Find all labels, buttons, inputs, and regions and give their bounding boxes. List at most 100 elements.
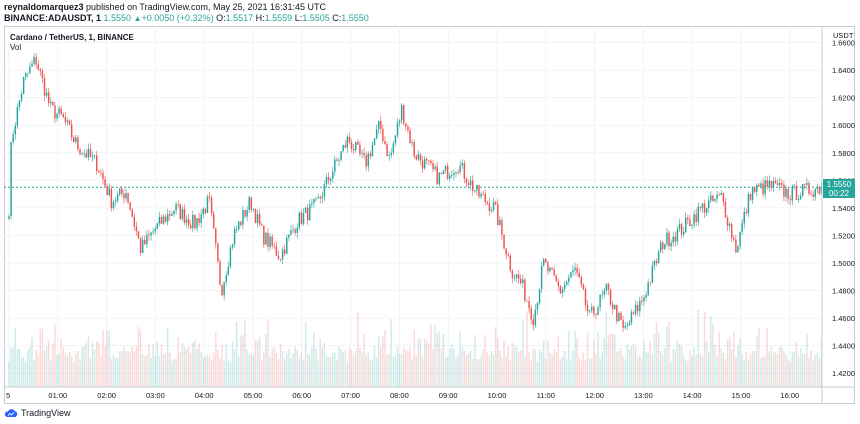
volume-bar <box>733 330 735 387</box>
candle-body <box>14 125 16 135</box>
candle-body <box>710 195 712 201</box>
volume-bar <box>664 348 666 387</box>
candle-body <box>150 232 152 236</box>
volume-bar <box>530 360 532 387</box>
candle-body <box>146 234 148 245</box>
volume-bar <box>785 354 787 387</box>
volume-bar <box>691 356 693 387</box>
volume-bar <box>39 328 42 387</box>
candle-body <box>252 209 255 210</box>
candle-body <box>319 197 321 199</box>
candle-body <box>444 165 447 171</box>
volume-bar <box>751 350 754 387</box>
candle-body <box>647 282 649 296</box>
candle-body <box>801 184 804 196</box>
candle-body <box>405 123 407 127</box>
volume-bar <box>720 348 722 387</box>
candle-body <box>175 204 177 211</box>
volume-bar <box>317 360 319 387</box>
tradingview-logo[interactable]: TradingView <box>4 407 71 419</box>
volume-bar <box>703 312 706 387</box>
candle-body <box>816 187 819 190</box>
candle-body <box>346 136 349 148</box>
volume-bar <box>106 330 108 387</box>
volume-bar <box>240 335 242 387</box>
volume-bar <box>643 341 645 387</box>
volume-bar <box>760 358 762 387</box>
volume-bar <box>210 360 213 387</box>
candle-body <box>799 195 802 200</box>
candle-body <box>528 300 530 309</box>
candle-body <box>526 300 528 302</box>
candle-body <box>451 175 453 176</box>
candle-body <box>469 180 472 186</box>
volume-bar <box>160 344 163 387</box>
volume-bar <box>254 339 257 387</box>
volume-bar <box>676 340 679 387</box>
author-name[interactable]: reynaldomarquez3 <box>4 2 84 12</box>
x-tick-label: 13:00 <box>634 391 653 400</box>
candle-body <box>271 236 273 246</box>
volume-bar <box>766 327 768 387</box>
symbol-name[interactable]: BINANCE:ADAUSDT, 1 <box>4 13 102 23</box>
candle-body <box>238 221 240 230</box>
volume-bar <box>728 336 731 387</box>
volume-bar <box>286 352 288 387</box>
candle-body <box>779 183 781 186</box>
candle-body <box>507 254 509 256</box>
candle-body <box>630 312 633 324</box>
volume-bar <box>102 330 104 387</box>
brand-name: TradingView <box>21 408 71 418</box>
volume-bar <box>576 338 578 387</box>
y-tick-label: 1.6000 <box>832 121 855 130</box>
candle-body <box>737 246 739 253</box>
candle-body <box>382 128 384 141</box>
volume-bar <box>81 346 83 387</box>
candle-body <box>542 258 545 266</box>
volume-bar <box>196 349 198 387</box>
candle-body <box>749 193 752 200</box>
candle-body <box>275 246 278 256</box>
volume-bar <box>795 342 798 387</box>
candle-body <box>534 309 537 326</box>
volume-bar <box>112 354 115 387</box>
y-tick-label: 1.6200 <box>832 94 855 103</box>
volume-bar <box>446 356 449 387</box>
volume-bar <box>768 351 771 387</box>
last-price-badge: 1.5550 00:22 <box>823 179 855 199</box>
x-tick-label: 01:00 <box>48 391 67 400</box>
volume-bar <box>302 359 305 387</box>
volume-bar <box>762 356 764 387</box>
volume-bar <box>712 323 714 387</box>
volume-bar <box>108 330 110 387</box>
volume-bar <box>726 339 729 387</box>
volume-bar <box>687 361 689 387</box>
volume-bar <box>338 346 340 387</box>
volume-bar <box>215 331 217 387</box>
candle-body <box>626 325 628 327</box>
y-tick-label: 1.5800 <box>832 149 855 158</box>
volume-bar <box>405 349 407 387</box>
volume-bar <box>432 348 434 387</box>
candle-body <box>352 148 355 151</box>
candle-body <box>373 138 376 145</box>
volume-bar <box>152 344 154 387</box>
candle-body <box>695 214 697 222</box>
volume-bar <box>568 331 570 387</box>
candle-body <box>547 262 549 272</box>
candlestick-chart[interactable]: USDT 1.66001.64001.62001.60001.58001.560… <box>4 26 855 404</box>
candle-body <box>273 245 275 247</box>
candle-body <box>605 283 608 291</box>
candle-body <box>680 224 683 235</box>
volume-bar <box>484 334 486 387</box>
volume-bar <box>167 327 169 387</box>
candle-body <box>657 251 660 264</box>
volume-bar <box>505 355 507 387</box>
volume-bar <box>680 346 683 387</box>
volume-bar <box>651 353 654 387</box>
volume-bar <box>509 359 512 387</box>
candle-body <box>95 155 98 171</box>
candle-body <box>774 181 777 184</box>
x-tick-label: 03:00 <box>146 391 165 400</box>
candle-body <box>461 163 463 166</box>
